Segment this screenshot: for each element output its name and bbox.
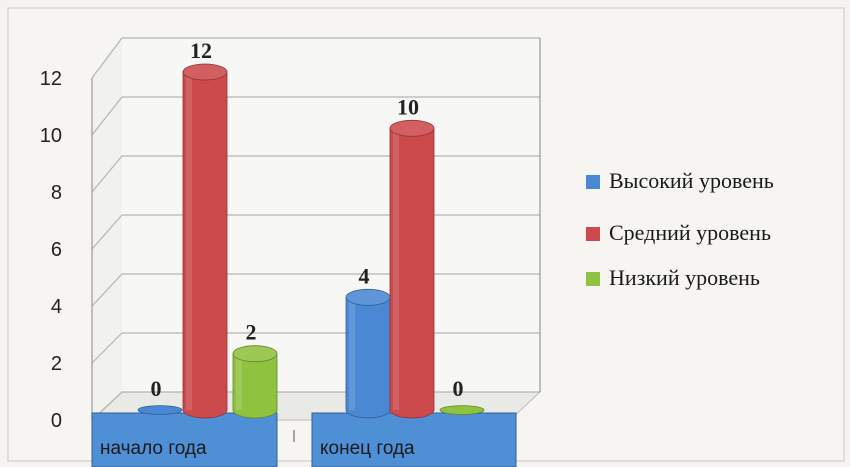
data-label: 0 — [453, 376, 464, 401]
legend-entry: Низкий уровень — [609, 265, 760, 290]
gridline — [91, 37, 540, 79]
data-label: 2 — [246, 320, 257, 345]
y-axis: 0 2 4 6 8 10 12 — [40, 38, 541, 432]
bar — [345, 288, 391, 419]
category-box — [91, 412, 278, 467]
y-tick-label: 0 — [51, 410, 62, 432]
data-label: 12 — [190, 38, 212, 63]
data-labels: 0 4 12 10 2 0 — [151, 38, 464, 401]
bar — [389, 119, 435, 419]
legend: Высокий уровень Средний уровень Низкий уро… — [586, 168, 774, 290]
data-label: 10 — [397, 94, 419, 119]
y-tick-label: 8 — [51, 182, 62, 204]
side-wall — [92, 38, 122, 420]
bar — [137, 405, 183, 415]
data-label: 4 — [359, 263, 370, 288]
bar — [182, 63, 228, 419]
bar — [439, 405, 485, 415]
y-tick-label: 6 — [51, 239, 62, 261]
legend-entry: Высокий уровень — [609, 168, 774, 193]
legend-swatch — [586, 175, 600, 189]
y-tick-label: 2 — [51, 353, 62, 375]
bar — [232, 345, 278, 419]
gridline — [91, 96, 540, 136]
category-label: конец года — [320, 438, 415, 459]
legend-swatch — [586, 227, 600, 241]
category-box — [311, 412, 517, 467]
data-label: 0 — [151, 376, 162, 401]
legend-entry: Средний уровень — [609, 220, 771, 245]
category-axis: начало года конец года — [91, 412, 517, 467]
legend-swatch — [586, 272, 600, 286]
y-tick-label: 12 — [40, 68, 62, 90]
category-label: начало года — [100, 438, 207, 459]
bars — [137, 63, 485, 419]
y-tick-label: 4 — [51, 296, 62, 318]
y-tick-label: 10 — [40, 125, 62, 147]
